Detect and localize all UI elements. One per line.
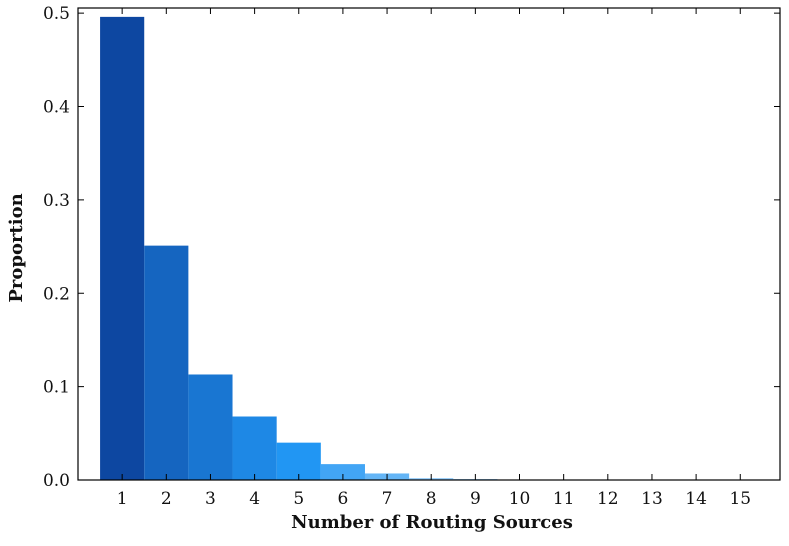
y-axis-title: Proportion [6, 193, 27, 302]
bars-layer [100, 17, 762, 480]
bar-3 [188, 374, 232, 480]
y-tick-label: 0.1 [43, 378, 70, 398]
x-tick-label: 7 [382, 489, 393, 509]
x-tick-label: 5 [293, 489, 304, 509]
x-tick-label: 3 [205, 489, 216, 509]
x-tick-label: 11 [553, 489, 575, 509]
x-tick-label: 8 [426, 489, 437, 509]
x-tick-label: 1 [117, 489, 128, 509]
x-tick-label: 13 [641, 489, 663, 509]
y-tick-label: 0.0 [43, 471, 70, 491]
y-tick-label: 0.4 [43, 98, 70, 118]
y-tick-label: 0.5 [43, 4, 70, 24]
x-tick-label: 2 [161, 489, 172, 509]
x-tick-label: 10 [509, 489, 531, 509]
x-tick-label: 9 [470, 489, 481, 509]
x-axis-title: Number of Routing Sources [291, 512, 573, 533]
x-tick-label: 14 [685, 489, 707, 509]
x-tick-label: 4 [249, 489, 260, 509]
bar-4 [233, 417, 277, 480]
x-tick-label: 15 [729, 489, 751, 509]
x-tick-label: 6 [337, 489, 348, 509]
x-tick-label: 12 [597, 489, 619, 509]
bar-2 [144, 246, 188, 480]
y-tick-label: 0.3 [43, 191, 70, 211]
y-tick-label: 0.2 [43, 284, 70, 304]
bar-1 [100, 17, 144, 480]
